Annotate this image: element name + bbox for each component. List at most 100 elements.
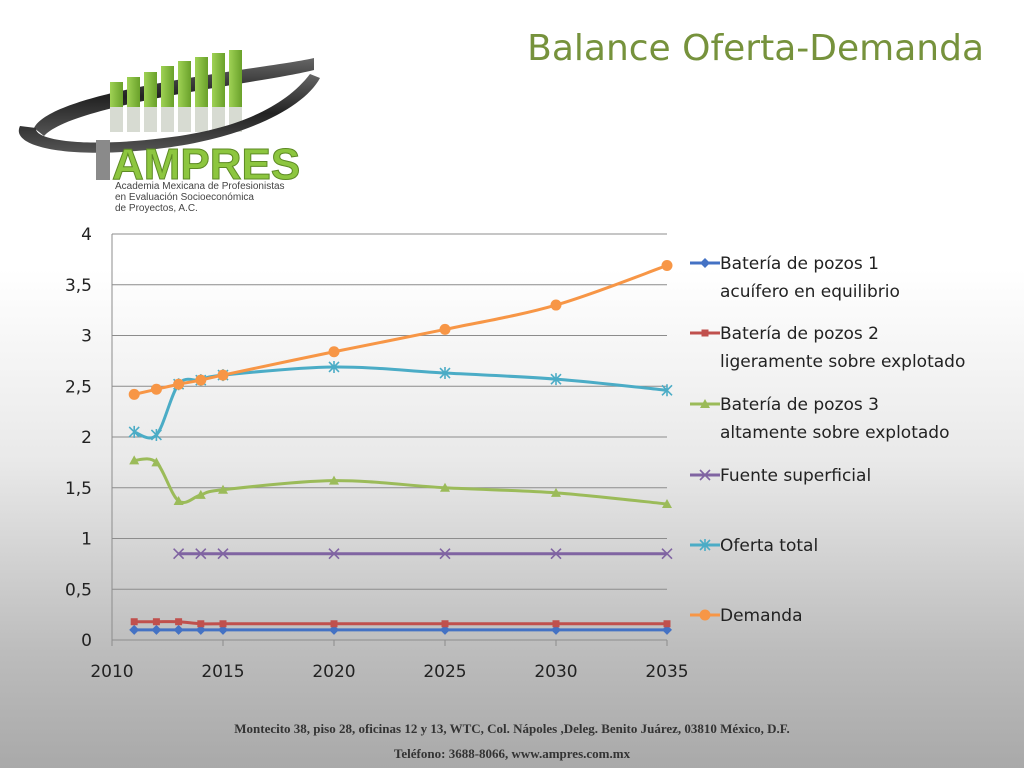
- x-tick-label: 2015: [201, 662, 244, 682]
- legend-item: Batería de pozos 1 acuífero en equilibri…: [690, 250, 900, 306]
- data-point: [219, 620, 227, 628]
- y-tick-label: 0: [81, 631, 92, 651]
- data-point: [128, 425, 140, 438]
- legend-label: Batería de pozos 2 ligeramente sobre exp…: [720, 324, 966, 372]
- data-point: [661, 548, 673, 560]
- logo-subtitle-line-2: en Evaluación Socioeconómica: [115, 192, 254, 203]
- data-point: [551, 487, 561, 497]
- y-tick-label: 1: [81, 530, 92, 550]
- logo-subtitle-line-3: de Proyectos, A.C.: [115, 203, 198, 214]
- data-point: [552, 620, 560, 628]
- chart-grid: [112, 233, 667, 590]
- series-line: [134, 620, 667, 626]
- data-point: [151, 457, 162, 467]
- data-point: [128, 388, 140, 400]
- legend-label: Batería de pozos 3 altamente sobre explo…: [720, 395, 950, 443]
- legend-swatch: [690, 609, 720, 621]
- data-point: [195, 624, 206, 635]
- legend-label: Batería de pozos 1 acuífero en equilibri…: [720, 254, 900, 302]
- y-tick-label: 0,5: [65, 580, 92, 600]
- legend-item: Batería de pozos 3 altamente sobre explo…: [690, 391, 949, 447]
- legend-label: Oferta total: [720, 536, 819, 556]
- data-point: [195, 548, 207, 560]
- x-tick-label: 2035: [645, 662, 688, 682]
- data-point: [550, 548, 562, 560]
- series-6: [128, 259, 673, 400]
- data-point: [550, 299, 562, 311]
- data-point: [663, 620, 671, 628]
- data-point: [661, 259, 673, 271]
- data-point: [441, 620, 449, 628]
- data-point: [328, 548, 340, 560]
- data-point: [173, 548, 185, 560]
- data-point: [550, 373, 562, 386]
- data-point: [328, 360, 340, 373]
- x-tick-label: 2010: [90, 662, 133, 682]
- series-2: [130, 618, 671, 628]
- legend-item: Fuente superficial: [690, 462, 871, 490]
- chart-axes: [111, 234, 668, 646]
- data-point: [150, 383, 162, 395]
- ampres-logo: AMPRES: [18, 50, 320, 190]
- data-point: [175, 618, 183, 626]
- data-point: [551, 624, 561, 635]
- legend-swatch: [690, 399, 720, 408]
- footer-contact: Teléfono: 3688-8066, www.ampres.com.mx: [393, 746, 631, 761]
- footer-address: Montecito 38, piso 28, oficinas 12 y 13,…: [234, 721, 790, 736]
- chart-ticks: 0 0,5 1 1,5 2 2,5 3 3,5 4 2010 2015 2020 2025 2030 203…: [65, 225, 689, 682]
- data-point: [195, 489, 206, 499]
- slide-title: Balance Oferta-Demanda: [527, 28, 984, 69]
- data-point: [150, 428, 162, 441]
- svg-text:AMPRES: AMPRES: [112, 140, 300, 189]
- data-point: [129, 455, 140, 465]
- data-point: [662, 498, 672, 508]
- x-tick-label: 2030: [534, 662, 577, 682]
- x-tick-label: 2025: [423, 662, 466, 682]
- y-tick-label: 3,5: [65, 276, 92, 296]
- data-point: [439, 548, 451, 560]
- data-point: [440, 624, 450, 635]
- series-3: [129, 455, 672, 508]
- data-point: [218, 484, 228, 494]
- chart-series: [128, 259, 673, 635]
- legend-label: Fuente superficial: [720, 466, 872, 486]
- data-point: [195, 374, 207, 386]
- legend-swatch: [690, 469, 720, 481]
- data-point: [173, 624, 184, 635]
- y-tick-label: 4: [81, 225, 92, 245]
- legend-item: Demanda: [690, 602, 803, 630]
- series-line: [133, 264, 668, 396]
- data-point: [218, 624, 228, 635]
- data-point: [440, 482, 450, 492]
- legend-item: Oferta total: [690, 532, 818, 560]
- data-point: [151, 624, 162, 635]
- y-tick-label: 2: [81, 428, 92, 448]
- series-5: [128, 360, 673, 441]
- data-point: [328, 346, 340, 358]
- data-point: [329, 475, 339, 485]
- series-1: [129, 624, 672, 635]
- data-point: [439, 367, 451, 380]
- logo-subtitle-line-1: Academia Mexicana de Profesionistas: [115, 181, 285, 192]
- series-line: [133, 365, 668, 440]
- y-tick-label: 2,5: [65, 377, 92, 397]
- x-tick-label: 2020: [312, 662, 355, 682]
- data-point: [173, 495, 184, 505]
- data-point: [197, 620, 205, 628]
- data-point: [130, 618, 138, 626]
- data-point: [662, 624, 672, 635]
- y-tick-label: 1,5: [65, 479, 92, 499]
- data-point: [661, 384, 673, 397]
- data-point: [439, 323, 451, 335]
- logo-subtitle: Academia Mexicana de Profesionistas en E…: [115, 181, 335, 214]
- legend-label: Demanda: [720, 606, 803, 626]
- data-point: [329, 624, 339, 635]
- legend-swatch: [690, 539, 720, 551]
- data-point: [152, 618, 160, 626]
- data-point: [129, 624, 140, 635]
- series-4: [173, 548, 673, 560]
- legend-swatch: [690, 329, 720, 337]
- data-point: [173, 378, 185, 390]
- legend-item: Batería de pozos 2 ligeramente sobre exp…: [690, 320, 965, 376]
